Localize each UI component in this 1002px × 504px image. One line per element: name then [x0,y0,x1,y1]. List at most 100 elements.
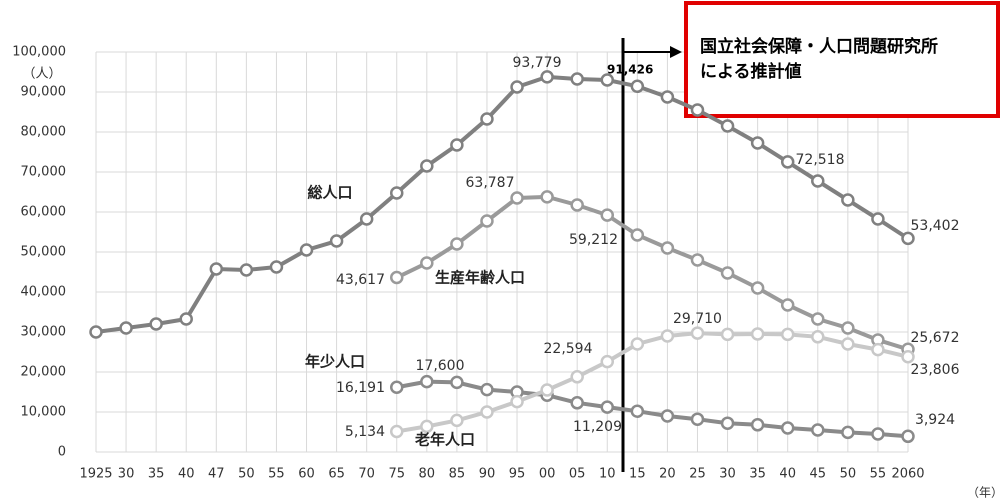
annotation-box [684,1,1000,118]
data-label: 11,209 [573,419,622,435]
point [841,425,855,440]
y-tick-label: 40,000 [21,285,67,300]
x-tick-label: 2060 [891,467,924,482]
point [811,330,825,344]
arrow-head [670,46,682,58]
x-tick-label: 65 [328,467,345,482]
point [149,317,163,331]
point [630,404,645,418]
data-label: 16,191 [336,380,385,396]
point [600,208,615,222]
y-tick-label: 50,000 [21,245,67,260]
point [750,327,765,341]
y-tick-label: 10,000 [21,405,67,420]
point [299,243,314,257]
point [269,260,284,274]
x-tick-label: 90 [479,467,496,482]
x-tick-label: 30 [118,467,135,482]
x-unit: （年） [967,486,1002,500]
point [480,214,494,228]
x-tick-label: 05 [569,467,586,482]
point [510,191,524,205]
y-tick-label: 60,000 [21,205,67,220]
point [901,231,915,246]
point [871,342,885,357]
point [690,326,705,340]
point [359,212,374,226]
series-line [396,331,909,434]
series-name: 総人口 [307,184,352,202]
point [780,155,795,169]
point [600,354,615,369]
x-tick-label: 35 [148,467,165,482]
point [540,383,554,397]
point [389,186,404,200]
y-tick-label: 90,000 [21,85,67,100]
data-label: 93,779 [513,55,562,71]
x-tick-label: 70 [358,467,375,482]
point [420,256,434,270]
point [690,103,705,117]
data-label: 63,787 [466,175,515,191]
x-tick-label: 47 [208,467,225,482]
point [450,237,464,251]
series-line [95,74,910,334]
point [871,427,885,441]
point [179,312,193,326]
annotation: による推計値 [700,61,802,82]
point [780,298,795,312]
point [389,424,404,439]
data-label: 3,924 [915,412,955,428]
x-tick-label: 85 [449,467,466,482]
point [450,138,464,152]
point [750,281,765,295]
data-label: 22,594 [544,341,593,357]
series-name: 老年人口 [414,431,475,449]
point [420,419,434,434]
point [389,380,404,394]
point [480,382,494,397]
point [570,198,584,212]
point [660,329,675,343]
series-name: 生産年齢人口 [435,269,525,287]
point [720,119,735,133]
x-tick-label: 40 [779,467,796,482]
point [480,112,494,126]
point [329,234,344,248]
y-tick-label: 20,000 [21,365,67,380]
point [119,321,133,335]
x-tick-label: 20 [659,467,676,482]
point [510,80,524,94]
point [720,266,735,280]
point [450,375,464,390]
point [570,370,584,384]
point [570,396,584,410]
point [780,327,795,342]
point [209,262,224,276]
point [841,193,855,207]
point [690,412,705,426]
data-label: 29,710 [673,311,722,327]
x-tick-label: 95 [509,467,526,482]
point [630,79,645,94]
data-label: 59,212 [569,232,618,248]
point [630,228,645,242]
y-unit: （人） [22,67,61,82]
point [901,350,915,364]
point [540,190,554,204]
point [811,312,825,326]
data-label: 17,600 [416,358,465,374]
x-tick-label: 1925 [79,467,112,482]
annotation: 国立社会保障・人口問題研究所 [700,36,938,57]
point [420,159,434,173]
x-tick-label: 00 [539,467,556,482]
x-tick-label: 50 [238,467,255,482]
point [239,263,254,277]
point [811,174,825,188]
point [600,400,615,414]
point [480,405,494,419]
point [540,70,554,84]
series-name: 年少人口 [305,353,365,371]
point [841,321,855,335]
point [89,325,103,339]
